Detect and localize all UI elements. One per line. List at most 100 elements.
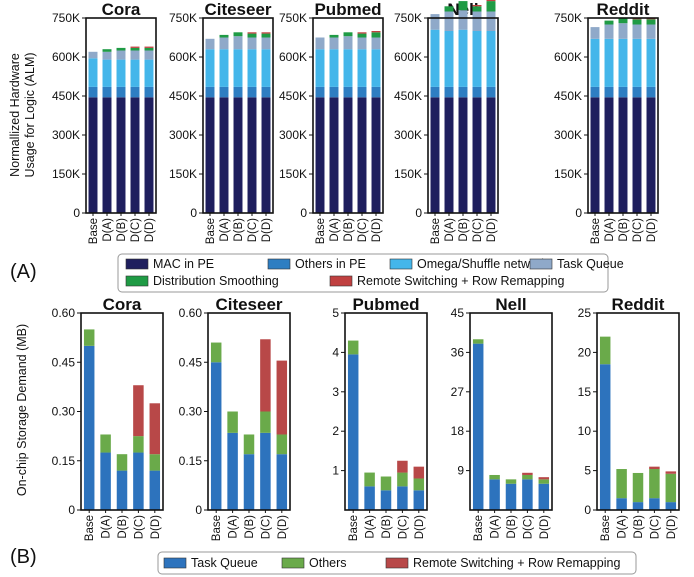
chart-frame <box>312 17 384 214</box>
x-tick-label: Base <box>315 218 327 244</box>
bar-segment-2-2 <box>458 29 468 87</box>
bar-segment-0-1 <box>347 340 359 355</box>
legend-box <box>117 253 609 293</box>
bar-segment-3-1 <box>632 86 642 98</box>
bar-segment-3-5 <box>357 32 367 34</box>
bar-segment-1-1 <box>444 86 454 98</box>
x-tick-label: D(D) <box>486 218 498 242</box>
y-tick-label: 750K <box>394 11 422 25</box>
bar-segment-1-3 <box>329 37 339 50</box>
ylabel-line: On-chip Storage Demand (MB) <box>15 324 29 496</box>
x-tick-label: D(A) <box>101 515 113 539</box>
chart-title: Cora <box>102 0 141 19</box>
x-tick-label: D(A) <box>102 218 114 242</box>
bar-segment-4-2 <box>371 49 381 87</box>
bar-segment-3-0 <box>522 479 533 510</box>
chart-b-nell: Nell Base D(A) D(B) D(C) D(D) 9 18 27 36 45 <box>451 295 553 541</box>
bar-segment-1-1 <box>102 86 112 98</box>
legend-swatch <box>389 258 413 270</box>
y-tick-label: 150K <box>394 167 422 181</box>
row-a-ylabel: Normallized HardwareUsage for Logic (ALM… <box>8 52 37 177</box>
bar-segment-4-2 <box>646 38 656 87</box>
bar-segment-4-2 <box>538 477 550 480</box>
bar-segment-0-0 <box>599 364 611 510</box>
bar-segment-1-4 <box>102 49 112 52</box>
y-tick-label: 0.30 <box>52 405 76 419</box>
chart-b-cora: Cora Base D(A) D(B) D(C) D(D) 0 0.15 0.30 0.45 0.6… <box>52 295 164 541</box>
bar-segment-3-2 <box>357 49 367 87</box>
bar-segment-4-0 <box>149 470 161 510</box>
bar-segment-1-0 <box>489 479 500 510</box>
bar-segment-0-2 <box>205 49 215 87</box>
bar-segment-1-4 <box>604 20 614 25</box>
bar-segment-2-2 <box>116 59 126 87</box>
bar-segment-4-4 <box>646 19 656 25</box>
x-tick-label: D(B) <box>343 218 355 242</box>
bar-segment-1-4 <box>219 34 229 38</box>
x-tick-label: Base <box>590 218 602 244</box>
y-tick-label: 0 <box>575 206 582 220</box>
x-tick-label: D(C) <box>632 218 644 242</box>
chart-b-pubmed: Pubmed Base D(A) D(B) D(C) D(D) 1 2 3 4 5 <box>332 295 428 541</box>
bar-segment-3-5 <box>130 46 140 48</box>
ylabel-line: Normallized Hardware <box>8 53 22 177</box>
bar-segment-3-4 <box>247 33 257 38</box>
x-tick-label: D(A) <box>329 218 341 242</box>
legend-swatch <box>329 275 353 287</box>
bar-segment-2-1 <box>116 454 128 471</box>
x-tick-label: D(C) <box>522 515 534 539</box>
legend-label: MAC in PE <box>153 257 214 271</box>
bar-segment-3-3 <box>632 24 642 39</box>
y-tick-label: 5 <box>332 306 339 320</box>
bar-segment-2-0 <box>243 454 255 510</box>
bar-segment-3-1 <box>260 411 271 433</box>
bar-segment-2-1 <box>243 434 255 455</box>
bar-segment-0-1 <box>430 86 440 98</box>
x-tick-label: D(C) <box>357 218 369 242</box>
x-tick-label: D(B) <box>618 218 630 242</box>
y-tick-label: 0.15 <box>179 454 203 468</box>
bar-segment-3-4 <box>130 47 140 51</box>
x-tick-label: Base <box>430 218 442 244</box>
bar-segment-1-2 <box>329 49 339 87</box>
legend-a: MAC in PE Others in PE Omega/Shuffle netwo… <box>117 253 624 293</box>
legend-swatch <box>281 557 305 569</box>
y-tick-label: 0.60 <box>179 306 203 320</box>
bar-segment-4-3 <box>646 24 656 39</box>
bar-segment-3-3 <box>130 50 140 60</box>
bar-segment-2-0 <box>505 483 517 510</box>
bar-segment-3-2 <box>130 59 140 87</box>
bar-segment-3-2 <box>632 38 642 87</box>
y-tick-label: 450K <box>554 89 582 103</box>
bar-segment-0-0 <box>88 97 98 213</box>
bar-segment-0-3 <box>315 37 325 50</box>
bar-segment-1-4 <box>444 6 454 12</box>
bar-segment-2-1 <box>380 476 392 491</box>
bar-segment-3-1 <box>130 86 140 98</box>
y-tick-label: 25 <box>578 306 592 320</box>
legend-swatch <box>529 258 553 270</box>
bar-segment-2-3 <box>233 36 243 50</box>
chart-a-reddit: Reddit Base D(A) D(B) D(C) D(D) 0 150K 300K 450K 6… <box>554 0 659 244</box>
x-tick-label: D(B) <box>244 515 256 539</box>
bar-segment-1-3 <box>102 51 112 60</box>
bar-segment-0-0 <box>347 354 359 510</box>
x-tick-label: D(A) <box>444 218 456 242</box>
y-tick-label: 750K <box>554 11 582 25</box>
bar-segment-2-0 <box>632 502 644 510</box>
x-tick-label: D(D) <box>666 515 678 539</box>
y-tick-label: 600K <box>279 50 307 64</box>
bar-segment-1-3 <box>219 37 229 50</box>
y-tick-label: 18 <box>451 424 465 438</box>
chart-a-citeseer: Citeseer Base D(A) D(B) D(C) D(D) 0 150K 300K 450… <box>169 0 274 244</box>
bar-segment-1-1 <box>616 469 627 499</box>
bar-segment-0-1 <box>205 86 215 98</box>
y-tick-label: 0 <box>195 503 202 517</box>
bar-segment-1-0 <box>364 486 375 510</box>
y-tick-label: 300K <box>52 128 80 142</box>
x-tick-label: Base <box>600 515 612 541</box>
legend-swatch <box>163 557 187 569</box>
bar-segment-0-1 <box>472 339 484 344</box>
bar-segment-2-1 <box>343 86 353 98</box>
